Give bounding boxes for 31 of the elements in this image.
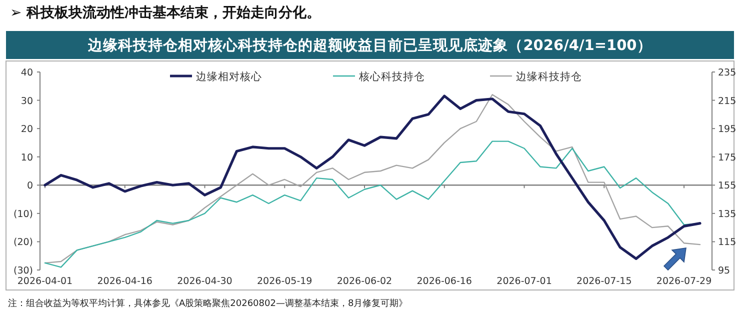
text: 注：组合收益为等权平均计算，具体参见《A股策略聚焦20260802—调整基本结束，8月修复可期》 — [8, 298, 408, 309]
x-tick-label: 2026-07-01 — [496, 276, 552, 287]
x-tick-label: 2026-04-16 — [97, 276, 152, 287]
y2-tick-label: 195 — [718, 124, 736, 136]
x-tick-label: 2026-05-19 — [257, 276, 312, 287]
y2-tick-label: 95 — [718, 266, 730, 276]
legend-label: 边缘科技持仓 — [516, 70, 582, 83]
y-tick-label: 0 — [26, 180, 33, 192]
x-tick-label: 2026-04-30 — [177, 276, 232, 287]
x-tick-label: 2026-04-01 — [17, 276, 73, 287]
y2-tick-label: 175 — [718, 152, 736, 164]
chart-subtitle: ➢ 科技板块流动性冲击基本结束，开始走向分化。 — [10, 4, 321, 21]
y-tick-label: 30 — [20, 96, 33, 107]
chart-title: 边缘科技持仓相对核心科技持仓的超额收益目前已呈现见底迹象（2026/4/1=100） — [87, 36, 652, 54]
x-tick-label: 2026-07-29 — [656, 276, 712, 287]
y2-tick-label: 135 — [718, 208, 736, 220]
y2-tick-label: 215 — [718, 96, 736, 107]
y-tick-label: (30) — [13, 266, 33, 276]
y2-tick-label: 235 — [718, 68, 736, 78]
y-tick-label: 20 — [20, 124, 33, 136]
y-tick-label: (20) — [13, 237, 33, 248]
x-tick-label: 2026-06-16 — [416, 276, 472, 287]
x-tick-label: 2026-06-02 — [336, 276, 392, 287]
x-tick-label: 2026-07-15 — [576, 276, 632, 287]
legend-label: 核心科技持仓 — [358, 70, 425, 83]
y2-tick-label: 155 — [718, 180, 736, 192]
y2-tick-label: 115 — [718, 237, 736, 248]
legend-label: 边缘相对核心 — [196, 70, 262, 83]
y-tick-label: 40 — [20, 68, 33, 78]
y-tick-label: 10 — [20, 152, 33, 164]
y-tick-label: (10) — [13, 208, 33, 220]
